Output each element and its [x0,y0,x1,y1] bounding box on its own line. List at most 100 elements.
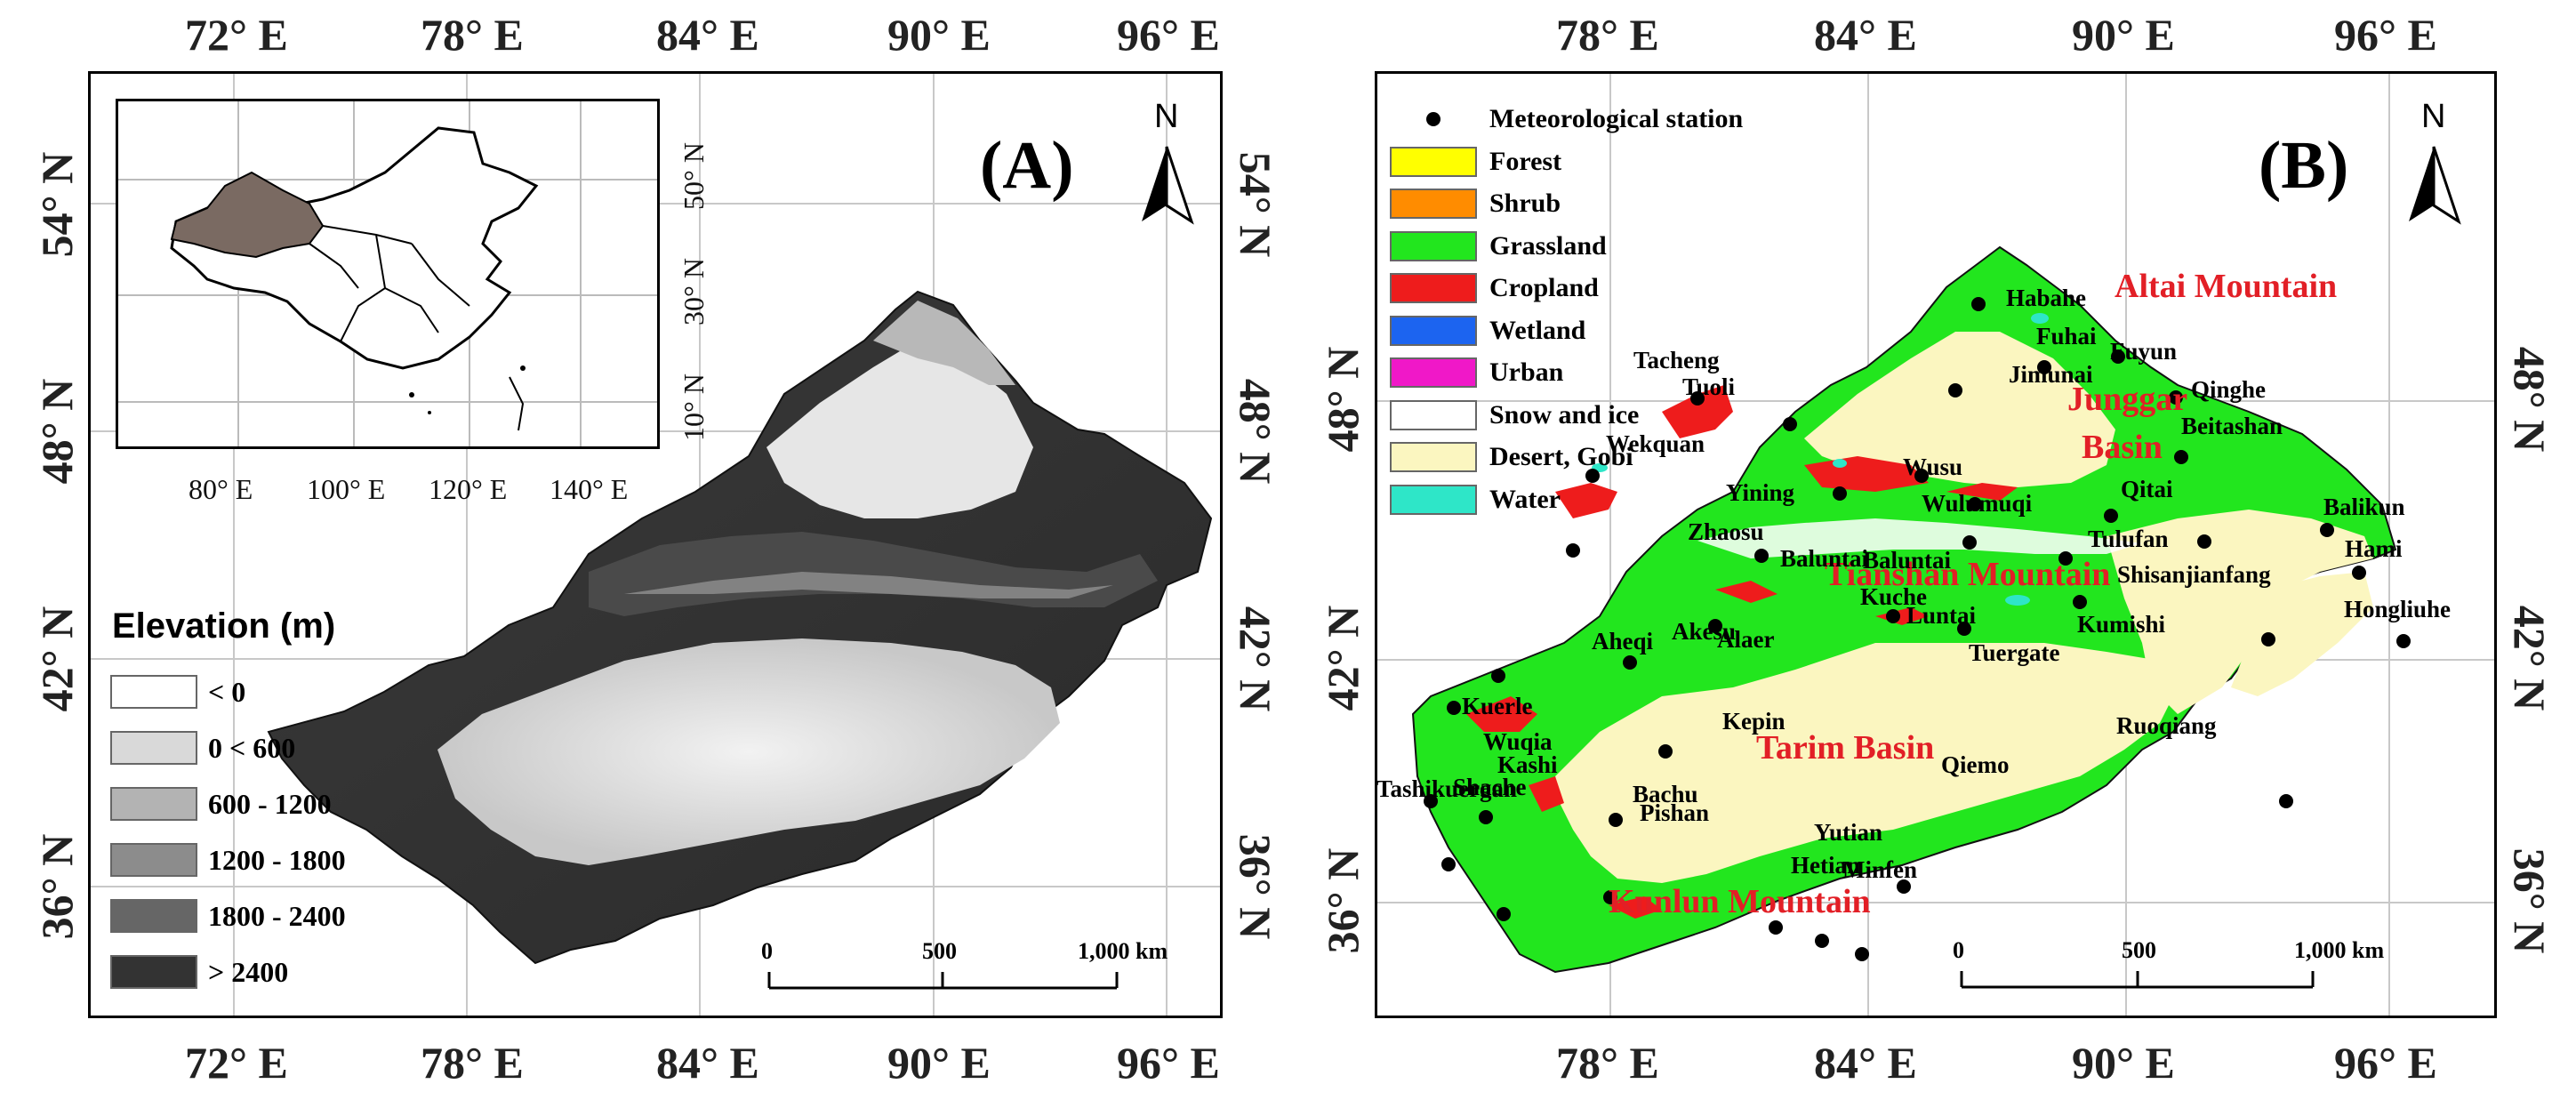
elevation-legend-item: 600 - 1200 [110,786,332,822]
landuse-swatch [1390,146,1477,177]
landuse-swatch [1390,230,1477,261]
panel-a-right-lat-1: 48° N [1231,378,1280,485]
landuse-swatch [1390,189,1477,219]
elevation-legend-title: Elevation (m) [112,606,336,646]
east-desert [2107,510,2373,714]
elevation-legend-item: 0 < 600 [110,730,295,766]
elevation-swatch [110,675,197,709]
landuse-legend-label: Shrub [1489,189,1561,218]
panel-a-top-lon-2: 84° E [656,10,759,60]
altai-relief [873,301,1015,385]
station-label: Minfen [1842,856,1917,883]
inset-china-map [116,99,660,449]
station-label: Luntai [1906,602,1977,629]
station-label: Balikun [2323,494,2405,520]
panel-a-bottom-lon-0: 72° E [185,1038,288,1088]
elevation-legend-label: 0 < 600 [208,731,296,764]
panel-a-left-lat-1: 48° N [32,378,82,485]
elevation-swatch [110,955,197,989]
panel-b-top-lon-3: 96° E [2334,10,2437,60]
panel-a-top-lon-0: 72° E [185,10,288,60]
inset-lat-label-0: 50° N [678,142,710,210]
station-label: Kashi [1497,751,1558,778]
station-label: Akesu [1672,618,1737,645]
panel-a-bottom-lon-4: 96° E [1117,1038,1220,1088]
inset-lon-label-3: 140° E [550,473,629,505]
elevation-swatch [110,787,197,821]
station-label: Hetian [1791,852,1860,879]
panel-b-scale-bar [1960,971,2315,989]
panel-a-right-lat-2: 42° N [1231,606,1280,712]
landuse-swatch [1390,273,1477,303]
junggar-desert [1804,332,2115,487]
region-altai-mountain: Altai Mountain [2115,268,2338,305]
station-label: Hami [2345,535,2403,562]
elevation-legend-item: 1200 - 1800 [110,842,346,878]
station-label: Qiemo [1941,751,2010,778]
region-kunlun-mountain: Kunlun Mountain [1609,883,1871,920]
station-label: Tacheng [1633,347,1720,373]
elevation-legend-label: > 2400 [208,955,289,988]
landuse-legend-item: Water [1390,484,1561,516]
landuse-legend-item: Forest [1390,146,1561,178]
tianshan-ridge-highlight [624,572,1113,598]
region-tianshan-mountain: Tianshan Mountain [1825,556,2111,593]
station-label: Shisanjianfang [2117,561,2271,588]
hongliuhe-desert [2231,572,2373,696]
inset-lon-label-2: 120° E [429,473,508,505]
station-label: Beitashan [2181,413,2283,439]
landuse-legend-label: Snow and ice [1489,399,1640,430]
panel-b-top-lon-1: 84° E [1814,10,1917,60]
region-junggar: Junggar [2067,381,2188,418]
junggar-basin-relief [766,341,1033,518]
landuse-legend-label: Meteorological station [1489,104,1744,133]
station-label: Ruoqiang [2116,712,2217,739]
panel-b-bottom-lon-1: 84° E [1814,1038,1917,1088]
panel-a-top-lon-1: 78° E [421,10,524,60]
station-label: Wekquan [1606,430,1705,457]
panel-b-left-lat-2: 36° N [1318,847,1368,954]
water-bodies [1592,313,2049,606]
landuse-legend-label: Forest [1489,146,1562,176]
station-label: Kuche [1860,583,1928,610]
landuse-swatch [1390,442,1477,472]
station-label: Bachu [1633,781,1698,807]
station-label: Aheqi [1592,628,1654,654]
panel-b-left-lat-1: 42° N [1318,605,1368,711]
station-label: Baluntai [1863,547,1952,574]
landuse-legend-label: Urban [1489,357,1564,387]
station-label: Jimunai [2009,361,2093,388]
landuse-legend-item: Shrub [1390,188,1561,220]
landuse-legend-label: Desert, Gobi [1489,442,1633,471]
landuse-legend-item: Snow and ice [1390,399,1639,431]
elevation-swatch [110,731,197,765]
tianshan-snow [1697,518,2142,558]
panel-a-north-arrow-icon [1142,146,1194,225]
station-label: Hongliuhe [2344,596,2452,622]
landuse-legend-item: Cropland [1390,272,1599,304]
inset-lon-label-1: 100° E [307,473,386,505]
inset-china-shape [118,101,657,446]
station-label: Kumishi [2077,611,2166,638]
panel-a-map [91,74,1220,1016]
panel-a-top-lon-3: 90° E [887,10,991,60]
landuse-legend-label: Grassland [1489,230,1607,261]
station-label: Habahe [2006,285,2087,311]
landuse-legend-item: Urban [1390,357,1563,389]
landuse-swatch [1390,484,1477,515]
panel-b-right-lat-0: 48° N [2505,346,2555,453]
elevation-legend-item: < 0 [110,674,245,710]
panel-a-scale-500: 500 [922,938,957,964]
station-label: Tashikuergan [1376,775,1518,802]
station-label: Kepin [1722,708,1786,735]
panel-a-north-label: N [1154,98,1179,135]
station-label: Baluntai [1780,545,1869,572]
station-label: Pishan [1640,799,1710,826]
panel-a-bottom-lon-2: 84° E [656,1038,759,1088]
station-label: Qinghe [2191,376,2267,403]
panel-b-bottom-lon-2: 90° E [2072,1038,2175,1088]
panel-a-scale-0: 0 [761,938,773,964]
station-label: Alaer [1717,626,1775,653]
panel-b-bottom-lon-3: 96° E [2334,1038,2437,1088]
